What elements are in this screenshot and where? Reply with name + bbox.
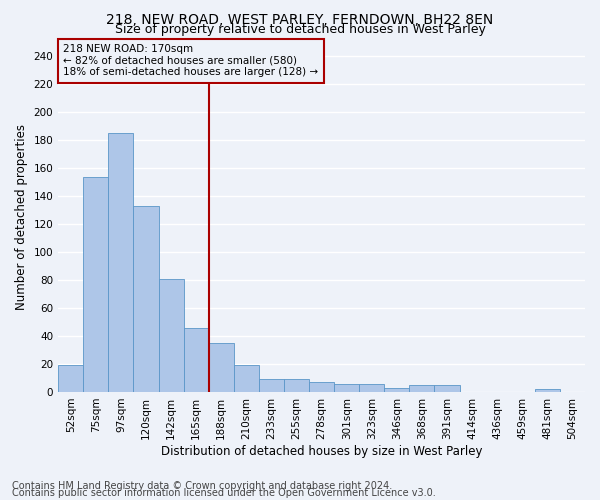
Bar bbox=[184, 328, 209, 392]
Bar bbox=[209, 343, 234, 392]
Text: Size of property relative to detached houses in West Parley: Size of property relative to detached ho… bbox=[115, 22, 485, 36]
Bar bbox=[535, 389, 560, 392]
Bar bbox=[409, 385, 434, 392]
Bar bbox=[58, 366, 83, 392]
Bar bbox=[434, 385, 460, 392]
Bar bbox=[309, 382, 334, 392]
Bar bbox=[385, 388, 409, 392]
Bar bbox=[259, 380, 284, 392]
Text: Contains HM Land Registry data © Crown copyright and database right 2024.: Contains HM Land Registry data © Crown c… bbox=[12, 481, 392, 491]
Bar bbox=[158, 278, 184, 392]
Bar bbox=[359, 384, 385, 392]
Bar bbox=[83, 176, 109, 392]
Bar bbox=[284, 380, 309, 392]
Bar bbox=[133, 206, 158, 392]
X-axis label: Distribution of detached houses by size in West Parley: Distribution of detached houses by size … bbox=[161, 444, 482, 458]
Text: Contains public sector information licensed under the Open Government Licence v3: Contains public sector information licen… bbox=[12, 488, 436, 498]
Bar bbox=[109, 134, 133, 392]
Y-axis label: Number of detached properties: Number of detached properties bbox=[15, 124, 28, 310]
Bar bbox=[334, 384, 359, 392]
Bar bbox=[234, 366, 259, 392]
Text: 218, NEW ROAD, WEST PARLEY, FERNDOWN, BH22 8EN: 218, NEW ROAD, WEST PARLEY, FERNDOWN, BH… bbox=[106, 12, 494, 26]
Text: 218 NEW ROAD: 170sqm
← 82% of detached houses are smaller (580)
18% of semi-deta: 218 NEW ROAD: 170sqm ← 82% of detached h… bbox=[64, 44, 319, 78]
